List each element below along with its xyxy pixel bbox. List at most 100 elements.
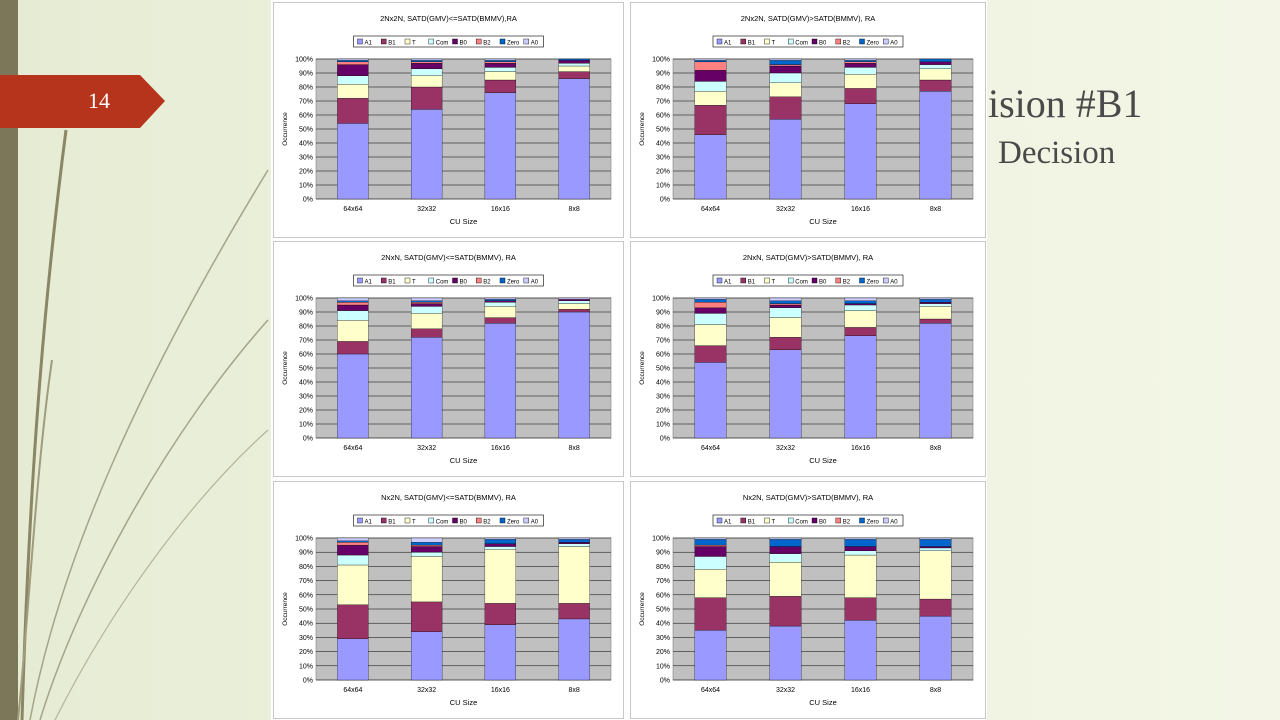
x-tick-label: 64x64 [343, 206, 362, 213]
legend-swatch-b0 [452, 277, 458, 284]
legend-swatch-zero [859, 517, 865, 524]
y-tick-label: 30% [656, 635, 670, 642]
bar-segment-a0 [769, 58, 802, 61]
x-tick-label: 32x32 [417, 206, 436, 213]
bar-segment-a0 [769, 297, 802, 301]
legend-label-a0: A0 [890, 279, 898, 285]
y-tick-label: 90% [299, 71, 313, 78]
x-axis-title: CU Size [450, 456, 478, 465]
bar-segment-t [484, 549, 517, 604]
bar-segment-t [558, 303, 590, 310]
legend-swatch-a1 [357, 38, 363, 45]
legend-label-a1: A1 [365, 279, 373, 285]
legend-label-b2: B2 [483, 519, 491, 525]
bar-segment-a0 [410, 297, 443, 301]
bar-segment-a1 [337, 638, 369, 681]
bar-segment-b0 [919, 61, 952, 65]
bar-segment-b2 [694, 61, 727, 71]
chart-1: 2Nx2N, SATD(GMV)<=SATD(BMMV),RA A1 B1 T Com B… [282, 14, 612, 226]
legend-swatch-zero [859, 277, 865, 284]
bar-segment-zero [769, 539, 802, 547]
bar-segment-b1 [919, 598, 952, 617]
bar-segment-a1 [919, 91, 952, 200]
x-tick-label: 8x8 [568, 206, 579, 213]
bar-segment-a0 [484, 297, 517, 300]
bar-segment-a1 [769, 625, 802, 681]
bar-segment-b2 [410, 544, 443, 547]
legend-label-a0: A0 [531, 519, 539, 525]
legend-label-b1: B1 [388, 40, 396, 46]
y-tick-label: 0% [660, 436, 670, 443]
x-axis-title: CU Size [809, 698, 837, 707]
x-tick-label: 8x8 [930, 445, 941, 452]
y-tick-label: 60% [299, 113, 313, 120]
legend-label-b2: B2 [843, 519, 851, 525]
bar-segment-a1 [694, 630, 727, 681]
y-tick-label: 20% [656, 408, 670, 415]
legend-swatch-b1 [740, 277, 746, 284]
bar-segment-b1 [410, 601, 443, 632]
y-tick-label: 40% [299, 141, 313, 148]
bar-segment-b1 [694, 597, 727, 631]
y-tick-label: 10% [299, 183, 313, 190]
legend-swatch-b2 [835, 38, 841, 45]
y-tick-label: 70% [656, 338, 670, 345]
bar-segment-a0 [844, 297, 877, 301]
legend-swatch-b2 [476, 277, 482, 284]
x-tick-label: 16x16 [851, 206, 870, 213]
bar-segment-a1 [410, 631, 443, 681]
legend-label-a0: A0 [890, 519, 898, 525]
bar-segment-t [844, 74, 877, 89]
legend-swatch-t [764, 38, 770, 45]
bar-segment-a0 [769, 537, 802, 540]
legend-label-zero: Zero [867, 279, 880, 285]
legend-swatch-com [428, 38, 434, 45]
bar-segment-t [484, 71, 517, 81]
bar-segment-t [410, 556, 443, 603]
bar-segment-b0 [410, 63, 443, 69]
legend-swatch-a0 [883, 38, 889, 45]
y-tick-label: 0% [303, 197, 313, 204]
bar-segment-a1 [337, 353, 369, 439]
legend-box [353, 514, 544, 527]
bar-segment-b2 [844, 61, 877, 64]
bar-segment-b1 [558, 603, 590, 620]
bar-segment-com [337, 554, 369, 566]
x-tick-label: 64x64 [343, 445, 362, 452]
bar-segment-b0 [410, 546, 443, 553]
legend-box [712, 274, 904, 287]
chart-2: 2Nx2N, SATD(GMV)>SATD(BMMV), RA A1 B1 T Com B… [639, 14, 974, 226]
y-tick-label: 100% [652, 536, 670, 543]
bar-segment-b2 [337, 542, 369, 546]
bar-segment-com [694, 313, 727, 325]
y-tick-label: 30% [299, 635, 313, 642]
legend-label-a1: A1 [724, 279, 732, 285]
y-tick-label: 10% [656, 663, 670, 670]
legend-swatch-zero [499, 38, 506, 45]
y-tick-label: 30% [656, 394, 670, 401]
legend-swatch-zero [499, 517, 506, 524]
bar-segment-zero [410, 60, 443, 62]
bar-segment-com [844, 550, 877, 556]
legend-swatch-a0 [883, 277, 889, 284]
bar-segment-com [558, 543, 590, 547]
left-sidebar-bar [0, 0, 18, 720]
x-tick-label: 8x8 [930, 687, 941, 694]
y-tick-label: 20% [656, 169, 670, 176]
bar-segment-t [484, 306, 517, 318]
y-tick-label: 70% [299, 578, 313, 585]
y-tick-label: 70% [656, 99, 670, 106]
bar-segment-a1 [919, 323, 952, 439]
bar-segment-b2 [337, 302, 369, 306]
bar-segment-zero [769, 300, 802, 304]
bar-segment-com [484, 67, 517, 72]
legend-swatch-t [404, 38, 411, 45]
y-tick-label: 20% [299, 169, 313, 176]
legend-label-com: Com [436, 279, 449, 285]
chart-title: 2NxN, SATD(GMV)<=SATD(BMMV), RA [381, 253, 516, 262]
chart-title: 2Nx2N, SATD(GMV)<=SATD(BMMV),RA [380, 14, 517, 23]
bar-segment-com [558, 300, 590, 304]
bar-segment-a0 [694, 537, 727, 540]
bar-segment-zero [484, 299, 517, 301]
y-tick-label: 10% [299, 663, 313, 670]
